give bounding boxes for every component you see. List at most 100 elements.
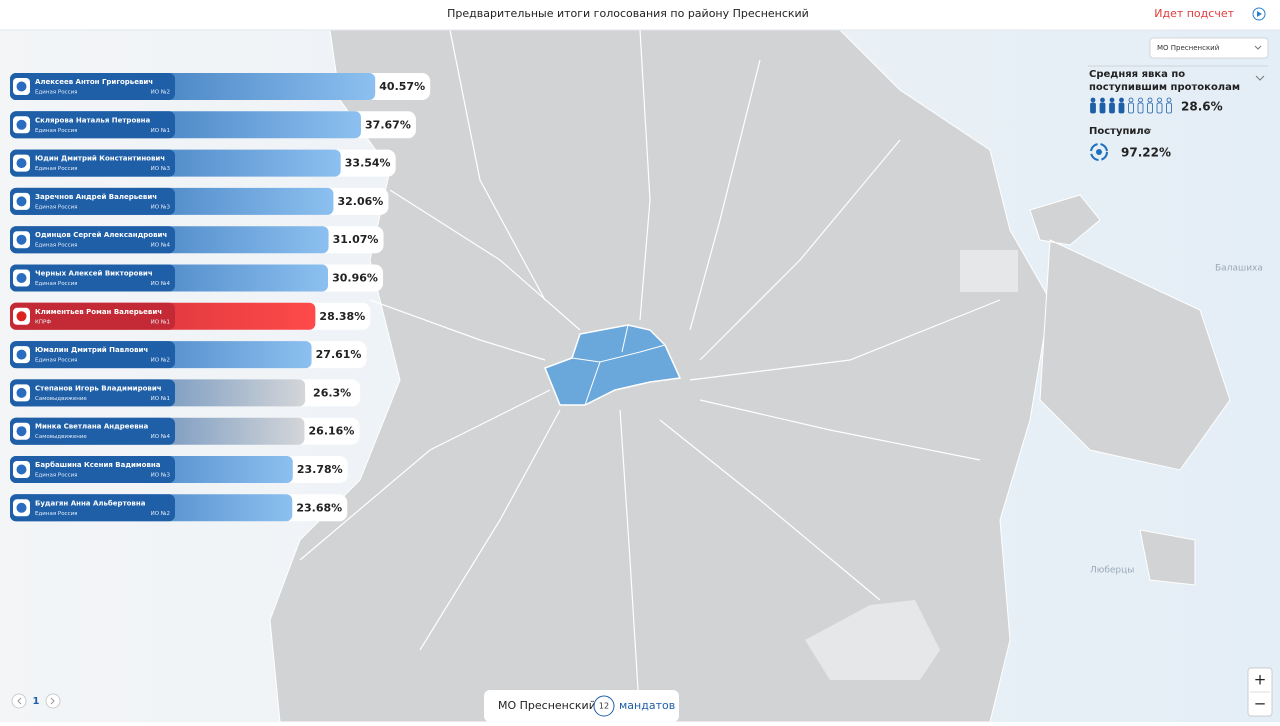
logo-mark <box>16 196 27 207</box>
person-body <box>1137 102 1144 114</box>
person-head <box>1119 97 1124 103</box>
turnout-value: 28.6% <box>1181 100 1223 114</box>
candidate-percent: 30.96% <box>332 272 378 285</box>
candidate-district: ИО №2 <box>151 511 170 517</box>
candidate-party: Единая Россия <box>35 473 78 479</box>
district-boundary <box>571 324 666 406</box>
received-value: 97.22% <box>1121 146 1171 160</box>
candidate-district: ИО №2 <box>151 358 170 364</box>
district-dropdown[interactable] <box>1149 37 1269 59</box>
prev-icon <box>17 697 22 705</box>
candidate-row[interactable]: Будагян Анна Альбертовна Единая Россия ИО … <box>10 494 348 522</box>
person-body <box>1147 102 1153 114</box>
person-head <box>1157 97 1162 103</box>
person-body <box>1118 102 1125 114</box>
collapse-arrow[interactable] <box>1255 75 1265 81</box>
candidate-percent: 37.67% <box>365 118 411 131</box>
next-page[interactable] <box>45 693 61 709</box>
received-icon <box>1090 143 1108 161</box>
bar-head <box>10 494 175 522</box>
map-park <box>805 250 1018 680</box>
candidate-party: Самовыдвижение <box>35 434 87 440</box>
candidate-party: Единая Россия <box>35 204 78 210</box>
candidate-party: Единая Россия <box>35 281 78 287</box>
candidate-district: ИО №3 <box>151 204 171 210</box>
logo-mark <box>16 387 27 398</box>
candidate-row[interactable]: Минка Светлана Андреевна Самовыдвижение ИО… <box>10 417 360 445</box>
dropdown-value: МО Пресненский <box>1157 44 1219 52</box>
person-body <box>1166 102 1172 114</box>
logo-mark <box>16 464 27 475</box>
received-title: Поступило <box>1089 126 1151 137</box>
candidate-party: КПРФ <box>35 319 51 325</box>
header-title: Предварительные итоги голосования по рай… <box>447 7 809 20</box>
status: Идет подсчет <box>1154 7 1234 20</box>
candidate-name: Алексеев Антон Григорьевич <box>35 78 153 86</box>
candidate-percent: 23.78% <box>297 463 343 476</box>
mandates-label: мандатов <box>619 699 675 712</box>
candidate-district: ИО №4 <box>151 281 171 287</box>
person-head <box>1100 97 1105 103</box>
footer-panel <box>484 690 679 722</box>
play-icon <box>1257 11 1262 17</box>
next-icon <box>50 697 55 705</box>
candidate-party: Единая Россия <box>35 511 78 517</box>
bar-head <box>10 226 175 254</box>
person-head <box>1138 97 1143 103</box>
candidate-row[interactable]: Одинцов Сергей Александрович Единая Росси… <box>10 226 384 254</box>
candidate-name: Черных Алексей Викторович <box>35 270 153 278</box>
turnout-title-text: Средняя явка по <box>1089 69 1185 80</box>
mandates-count: 12 <box>599 702 609 711</box>
logo-mark <box>16 119 27 130</box>
zoom-in[interactable]: + <box>1254 671 1267 689</box>
candidate-name: Одинцов Сергей Александрович <box>35 231 167 239</box>
person-body <box>1156 102 1163 114</box>
person-body <box>1099 102 1106 114</box>
candidate-row[interactable]: Барбашина Ксения Вадимовна Единая Россия И… <box>10 456 348 483</box>
logo-mark <box>16 158 27 169</box>
candidate-name: Барбашина Ксения Вадимовна <box>35 461 161 469</box>
logo-mark <box>16 349 27 360</box>
received-icon-center <box>1096 149 1102 155</box>
person-head <box>1090 97 1096 103</box>
bar-head <box>10 264 175 292</box>
candidate-row[interactable]: Юдин Дмитрий Константинович Единая Россия… <box>10 149 396 177</box>
candidate-name: Климентьев Роман Валерьевич <box>35 308 162 316</box>
candidate-row[interactable]: Юмалин Дмитрий Павлович Единая Россия ИО №… <box>10 341 367 369</box>
candidate-district: ИО №2 <box>151 90 170 96</box>
turnout-title: Средняя явка по поступившим протоколам <box>1089 69 1240 93</box>
person-head <box>1128 97 1134 103</box>
person-head <box>1109 97 1115 103</box>
bar-head <box>10 417 175 445</box>
bar-head <box>10 73 175 100</box>
candidate-district: ИО №1 <box>151 396 170 402</box>
play-button[interactable] <box>1252 7 1266 21</box>
candidate-row[interactable]: Климентьев Роман Валерьевич КПРФ ИО №1 28.3… <box>10 302 371 330</box>
candidate-row[interactable]: Склярова Наталья Петровна Единая Россия ИО… <box>10 111 416 139</box>
candidate-row[interactable]: Черных Алексей Викторович Единая Россия ИО… <box>10 264 384 292</box>
candidate-row[interactable]: Заречнов Андрей Валерьевич Единая Россия И… <box>10 187 389 215</box>
candidate-percent: 26.3% <box>313 386 351 399</box>
map-label: Балашиха <box>1215 264 1263 274</box>
candidate-name: Юдин Дмитрий Константинович <box>35 155 165 163</box>
bar-head <box>10 302 175 330</box>
candidate-district: ИО №3 <box>151 166 171 172</box>
person-head <box>1147 97 1153 103</box>
highlighted-district[interactable] <box>544 324 682 406</box>
candidate-name: Заречнов Андрей Валерьевич <box>35 193 157 201</box>
received-arrow[interactable] <box>1144 128 1152 133</box>
logo-mark <box>16 234 27 245</box>
bar-head <box>10 111 175 139</box>
candidate-row[interactable]: Степанов Игорь Владимирович Самовыдвижени… <box>10 379 361 407</box>
candidate-name: Минка Светлана Андреевна <box>35 423 149 431</box>
prev-page[interactable] <box>11 693 27 709</box>
logo-mark <box>16 81 27 92</box>
bar-head <box>10 456 175 483</box>
candidate-row[interactable]: Алексеев Антон Григорьевич Единая Россия И… <box>10 73 431 100</box>
candidate-party: Единая Россия <box>35 358 78 364</box>
candidate-district: ИО №1 <box>151 319 170 325</box>
candidate-district: ИО №4 <box>151 434 171 440</box>
zoom-out[interactable]: − <box>1254 695 1267 713</box>
